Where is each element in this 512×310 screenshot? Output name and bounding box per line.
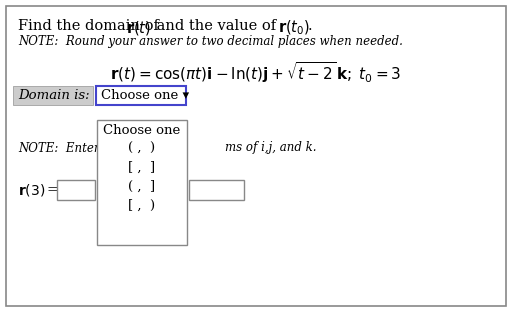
FancyBboxPatch shape [97, 120, 187, 245]
Text: [ ,  ]: [ , ] [129, 161, 156, 174]
Text: Choose one: Choose one [103, 123, 181, 136]
Text: NOTE:  Enter: NOTE: Enter [18, 141, 103, 154]
Text: ( ,  ): ( , ) [129, 141, 156, 154]
Text: .: . [308, 19, 313, 33]
Text: $\mathbf{r}(t_0)$: $\mathbf{r}(t_0)$ [278, 19, 310, 38]
Text: ( ,  ]: ( , ] [129, 179, 156, 193]
Text: =: = [47, 183, 59, 197]
FancyBboxPatch shape [6, 6, 506, 306]
Text: and the value of: and the value of [152, 19, 281, 33]
FancyBboxPatch shape [57, 180, 95, 200]
Text: $\mathbf{r}(t) = \cos(\pi t)\mathbf{i} - \ln(t)\mathbf{j} + \sqrt{t-2}\,\mathbf{: $\mathbf{r}(t) = \cos(\pi t)\mathbf{i} -… [110, 60, 402, 85]
Text: $\mathbf{r}(t)$: $\mathbf{r}(t)$ [126, 19, 151, 37]
Text: ms of i,j, and k.: ms of i,j, and k. [225, 141, 316, 154]
FancyBboxPatch shape [13, 86, 93, 105]
FancyBboxPatch shape [189, 180, 244, 200]
Text: Choose one ▾: Choose one ▾ [101, 89, 189, 102]
Text: Find the domain of: Find the domain of [18, 19, 163, 33]
FancyBboxPatch shape [96, 86, 186, 105]
Text: NOTE:  Round your answer to two decimal places when needed.: NOTE: Round your answer to two decimal p… [18, 35, 403, 48]
Text: Domain is:: Domain is: [18, 89, 90, 102]
Text: $\mathbf{r}(3)$: $\mathbf{r}(3)$ [18, 182, 45, 198]
Text: [ ,  ): [ , ) [129, 198, 156, 211]
